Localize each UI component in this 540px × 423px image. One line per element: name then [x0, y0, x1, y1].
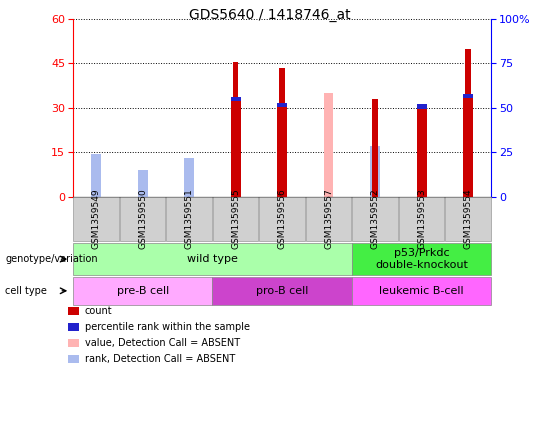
- Text: cell type: cell type: [5, 286, 48, 296]
- Text: leukemic B-cell: leukemic B-cell: [379, 286, 464, 296]
- Text: GDS5640 / 1418746_at: GDS5640 / 1418746_at: [189, 8, 351, 22]
- Bar: [92, 170, 100, 197]
- Text: GSM1359549: GSM1359549: [92, 189, 100, 249]
- Text: GSM1359556: GSM1359556: [278, 189, 287, 249]
- Bar: [184, 158, 194, 197]
- Bar: [416, 104, 427, 109]
- Text: GSM1359557: GSM1359557: [324, 189, 333, 249]
- Bar: [370, 146, 380, 197]
- Text: GSM1359552: GSM1359552: [370, 189, 380, 249]
- Text: genotype/variation: genotype/variation: [5, 254, 98, 264]
- Bar: [277, 103, 287, 107]
- Bar: [231, 97, 241, 101]
- Text: rank, Detection Call = ABSENT: rank, Detection Call = ABSENT: [85, 354, 235, 364]
- Text: count: count: [85, 306, 112, 316]
- Bar: [231, 97, 241, 197]
- Text: wild type: wild type: [187, 254, 238, 264]
- Text: pre-B cell: pre-B cell: [117, 286, 169, 296]
- Bar: [279, 68, 285, 197]
- Text: p53/Prkdc
double-knockout: p53/Prkdc double-knockout: [375, 248, 468, 270]
- Bar: [185, 179, 193, 197]
- Text: GSM1359550: GSM1359550: [138, 189, 147, 249]
- Bar: [465, 49, 471, 197]
- Text: percentile rank within the sample: percentile rank within the sample: [85, 322, 250, 332]
- Bar: [233, 62, 239, 197]
- Bar: [463, 94, 473, 197]
- Bar: [138, 182, 147, 197]
- Text: value, Detection Call = ABSENT: value, Detection Call = ABSENT: [85, 338, 240, 348]
- Text: GSM1359553: GSM1359553: [417, 189, 426, 249]
- Text: GSM1359551: GSM1359551: [185, 189, 194, 249]
- Text: pro-B cell: pro-B cell: [256, 286, 308, 296]
- Bar: [277, 103, 287, 197]
- Bar: [91, 154, 102, 197]
- Bar: [464, 96, 472, 197]
- Text: GSM1359555: GSM1359555: [231, 189, 240, 249]
- Bar: [325, 93, 333, 197]
- Bar: [371, 152, 379, 197]
- Bar: [463, 94, 473, 98]
- Text: GSM1359554: GSM1359554: [464, 189, 472, 249]
- Bar: [138, 170, 148, 197]
- Bar: [416, 104, 427, 197]
- Bar: [373, 99, 378, 197]
